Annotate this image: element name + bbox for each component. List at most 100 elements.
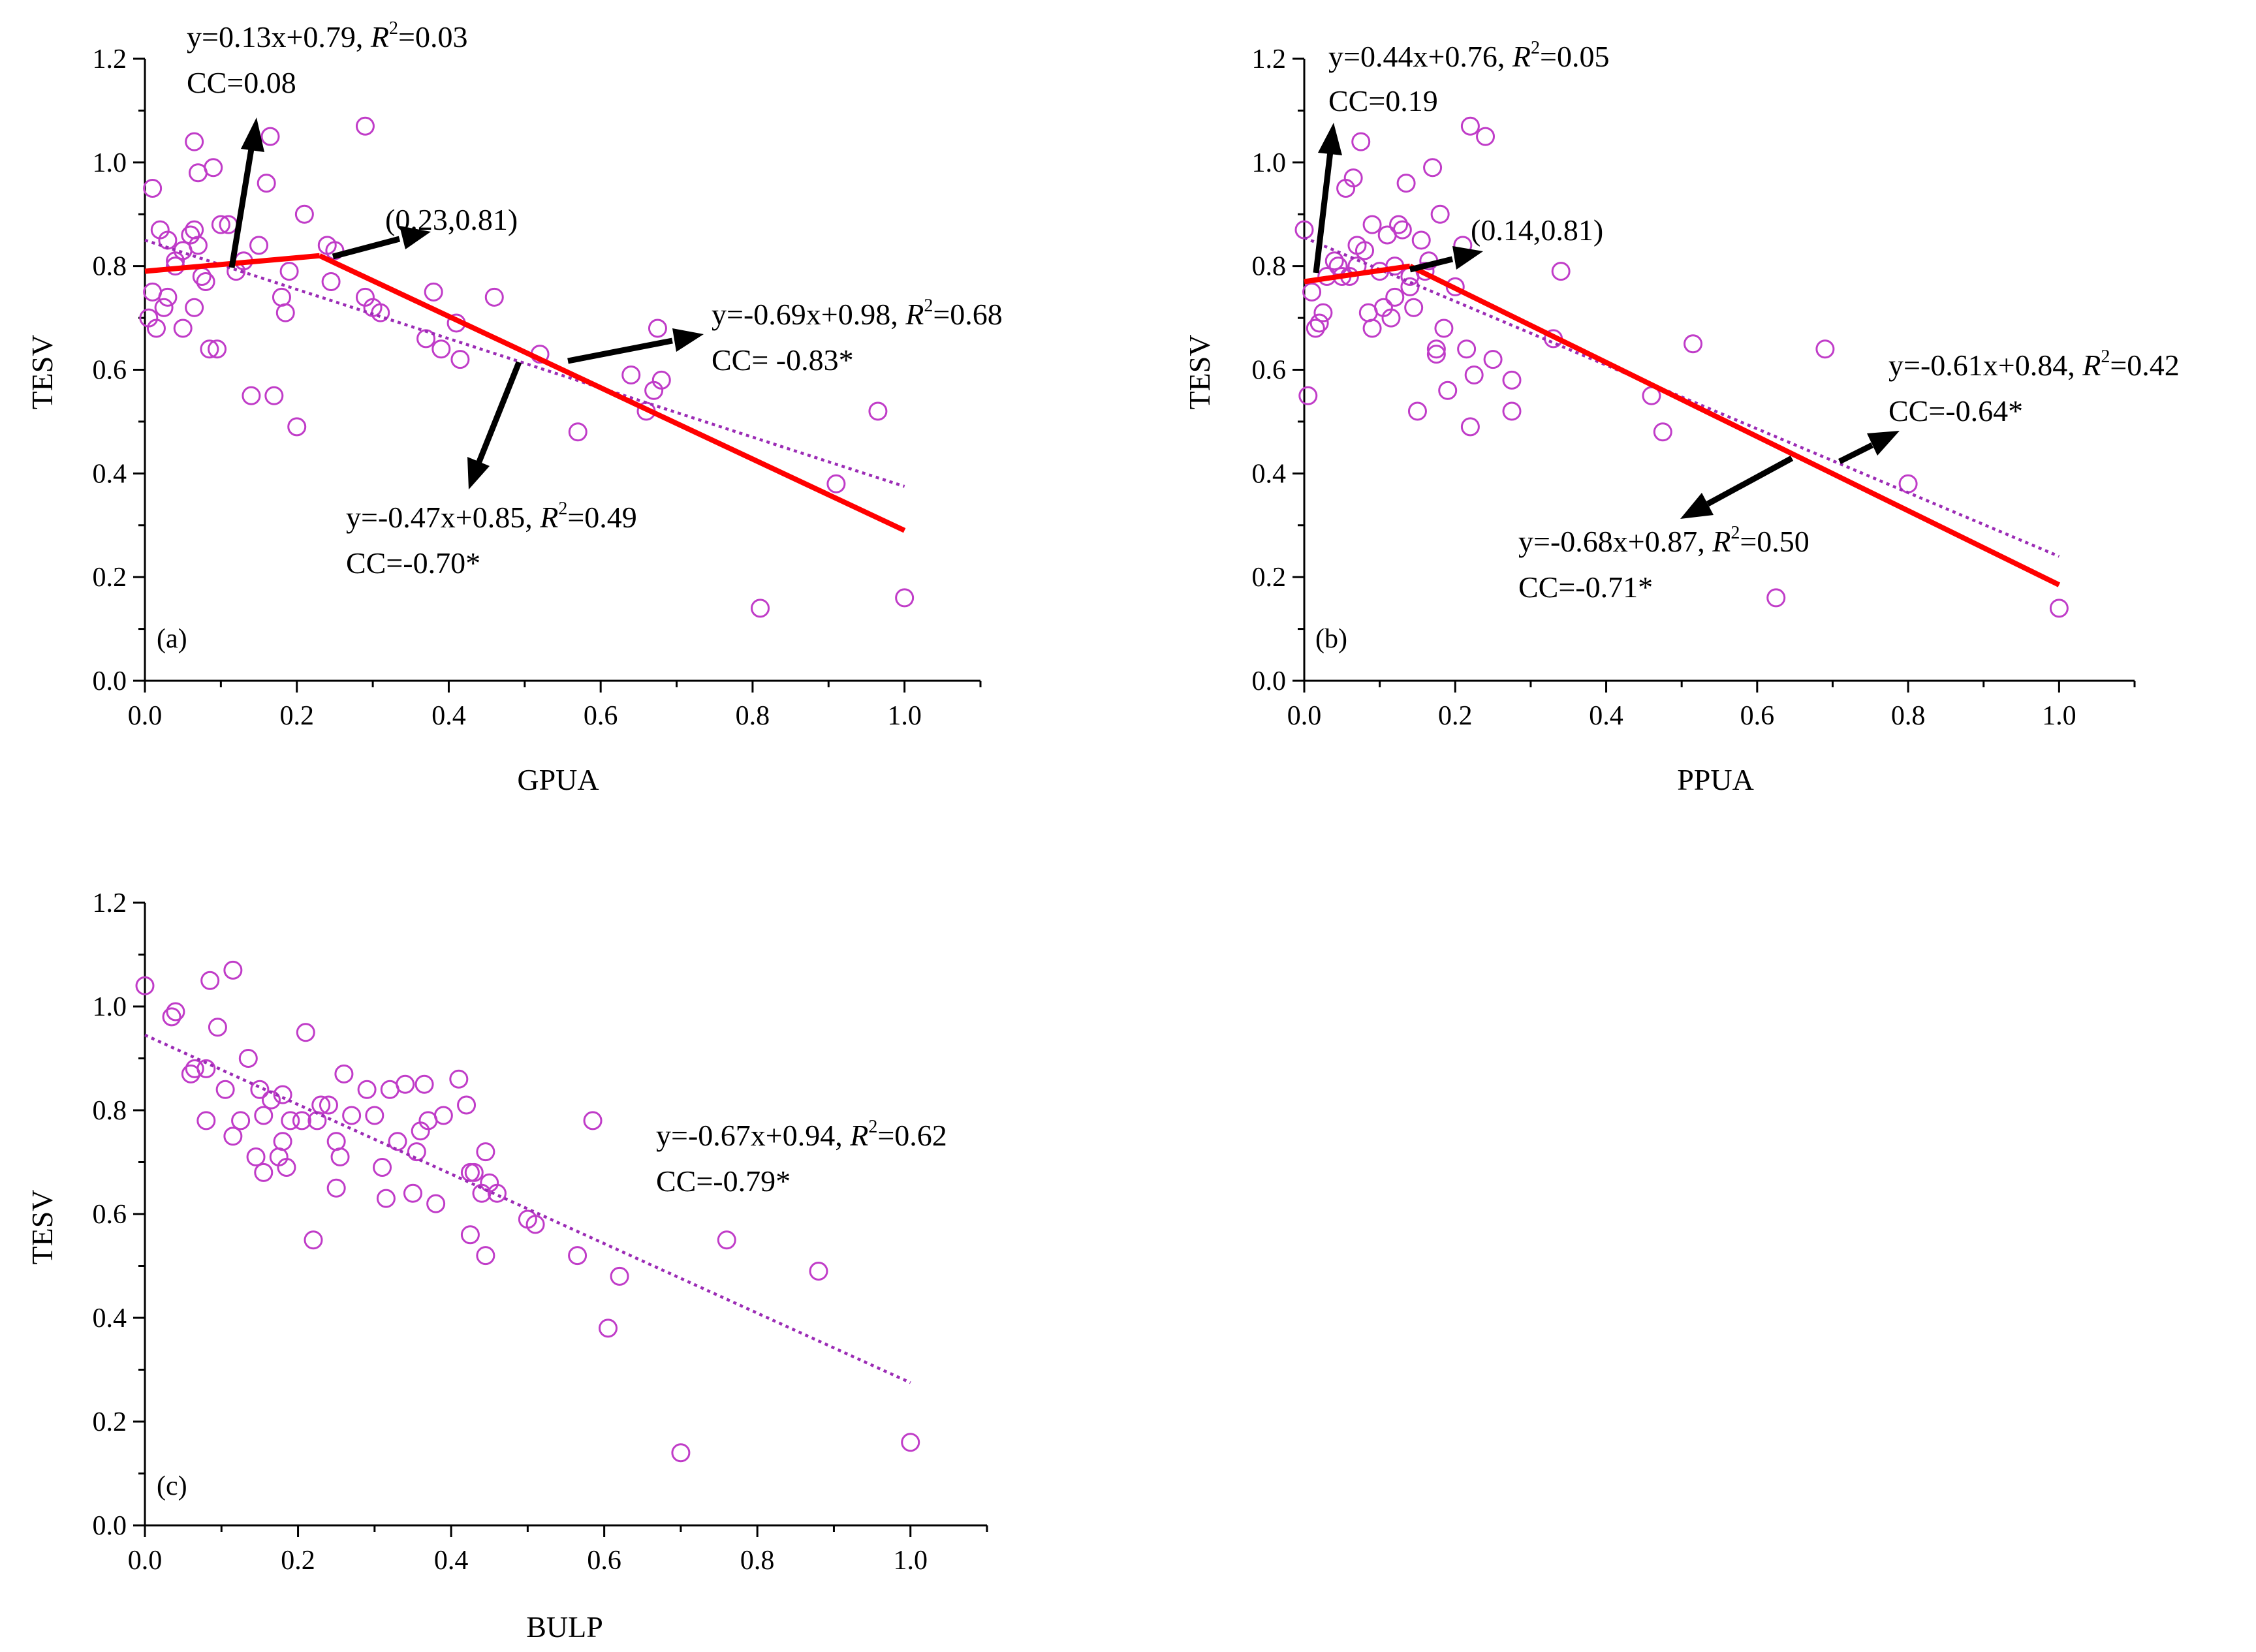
x-tick-label: 0.2 xyxy=(1438,701,1473,731)
data-point xyxy=(1392,220,1412,240)
data-point xyxy=(895,588,915,608)
panel-c-y-axis-title: TESV xyxy=(25,1190,59,1265)
panel-b-axes xyxy=(1303,59,2135,682)
panel-a-ticks xyxy=(133,57,982,693)
data-point xyxy=(1381,308,1401,328)
data-point xyxy=(173,319,193,338)
panel-a-arrow-4 xyxy=(467,361,522,490)
x-tick-label: 0.8 xyxy=(736,701,770,731)
x-tick-label: 1.0 xyxy=(2042,701,2076,731)
panel-c-y-tick-labels: 0.0 0.2 0.4 0.6 0.8 1.0 1.2 xyxy=(93,888,127,1541)
data-point xyxy=(1389,215,1409,234)
panel-a-arrow-1 xyxy=(228,117,264,268)
data-point xyxy=(273,1132,292,1151)
data-point xyxy=(396,1074,415,1094)
panel-c-ann1-cc: CC=-0.79* xyxy=(656,1164,791,1198)
data-point xyxy=(1404,298,1424,317)
data-point xyxy=(1309,313,1329,333)
panel-b-y-axis-title: TESV xyxy=(1183,335,1216,410)
panel-b-arrow-4 xyxy=(1680,456,1794,519)
panel-a-ann4-cc: CC=-0.70* xyxy=(346,546,480,580)
data-point xyxy=(1483,350,1503,369)
data-point xyxy=(2049,599,2069,618)
data-point xyxy=(717,1230,736,1250)
data-point xyxy=(296,1023,315,1042)
data-point xyxy=(1426,339,1446,359)
panel-a-x-axis-title: GPUA xyxy=(517,763,599,796)
y-tick-label: 1.2 xyxy=(93,888,127,918)
panel-a-label: (a) xyxy=(157,624,187,654)
data-point xyxy=(621,365,641,384)
data-point xyxy=(355,116,375,136)
panel-a-axes xyxy=(144,59,980,682)
panel-c-axes xyxy=(144,903,987,1527)
panel-a-x-tick-labels: 0.0 0.2 0.4 0.6 0.8 1.0 xyxy=(128,701,922,731)
data-point xyxy=(319,1095,338,1115)
data-point xyxy=(1324,251,1344,271)
piecewise-segment xyxy=(1409,264,2061,587)
data-point xyxy=(457,1095,477,1115)
x-tick-label: 0.6 xyxy=(1740,701,1775,731)
data-point xyxy=(1423,158,1443,178)
data-point xyxy=(304,1230,323,1250)
panel-b-arrow-1 xyxy=(1313,123,1342,273)
data-point xyxy=(135,976,155,995)
panel-c-x-tick-labels: 0.0 0.2 0.4 0.6 0.8 1.0 xyxy=(128,1546,928,1576)
data-point xyxy=(1502,370,1522,390)
panel-c-label: (c) xyxy=(157,1471,187,1501)
data-point xyxy=(281,1111,300,1130)
data-point xyxy=(460,1162,480,1182)
x-tick-label: 0.0 xyxy=(1287,701,1322,731)
data-point xyxy=(1302,282,1322,302)
x-tick-label: 0.0 xyxy=(128,1546,163,1576)
data-point xyxy=(162,1007,181,1027)
data-point xyxy=(1464,365,1484,384)
data-point xyxy=(311,1095,331,1115)
y-tick-label: 1.2 xyxy=(93,44,127,74)
data-point xyxy=(1502,401,1522,421)
y-tick-label: 0.8 xyxy=(93,1096,127,1126)
y-tick-label: 0.6 xyxy=(93,356,127,386)
data-point xyxy=(407,1142,426,1162)
panel-b-ticks xyxy=(1292,57,2136,693)
panel-a-ann4-equation: y=-0.47x+0.85, R2=0.49 xyxy=(346,499,637,534)
panel-b-arrow-2 xyxy=(1409,246,1483,273)
panel-a-y-tick-labels: 0.0 0.2 0.4 0.6 0.8 1.0 1.2 xyxy=(93,44,127,696)
data-point xyxy=(1407,401,1427,421)
data-point xyxy=(277,1157,296,1177)
panel-b-ann4-cc: CC=-0.71* xyxy=(1518,570,1653,604)
y-tick-label: 0.2 xyxy=(93,563,127,593)
y-tick-label: 0.2 xyxy=(1252,563,1287,593)
panel-c-points xyxy=(135,960,920,1463)
panel-a-ann3-cc: CC= -0.83* xyxy=(712,343,854,377)
data-point xyxy=(264,386,284,405)
panel-b: 0.0 0.2 0.4 0.6 0.8 1.0 1.2 0.0 0.2 0.4 0.6 0.8 1.0… xyxy=(1183,38,2180,796)
data-point xyxy=(321,272,341,291)
data-point xyxy=(334,1064,354,1083)
data-point xyxy=(403,1183,422,1203)
data-point xyxy=(1355,241,1375,260)
data-point xyxy=(1815,339,1835,359)
data-point xyxy=(192,267,212,287)
data-point xyxy=(246,1147,266,1167)
data-point xyxy=(487,1183,507,1203)
data-point xyxy=(1551,262,1571,281)
panel-a-ann1-equation: y=0.13x+0.79, R2=0.03 xyxy=(187,18,467,54)
panel-b-breakpoint-label: (0.14,0.81) xyxy=(1471,213,1603,247)
data-point xyxy=(208,339,227,359)
data-point xyxy=(1411,230,1431,250)
data-point xyxy=(388,1132,407,1151)
panel-c-ann1-equation: y=-0.67x+0.94, R2=0.62 xyxy=(656,1117,947,1152)
piecewise-segment xyxy=(1304,263,1411,285)
data-point xyxy=(326,1178,346,1198)
data-point xyxy=(868,401,888,421)
y-tick-label: 1.0 xyxy=(1252,148,1287,178)
data-point xyxy=(610,1266,629,1286)
data-point xyxy=(901,1433,920,1452)
panel-b-ann3-equation: y=-0.61x+0.84, R2=0.42 xyxy=(1888,347,2180,382)
data-point xyxy=(460,1225,480,1245)
data-point xyxy=(431,339,451,359)
data-point xyxy=(223,960,243,980)
data-point xyxy=(200,339,219,359)
y-tick-label: 0.6 xyxy=(93,1200,127,1230)
